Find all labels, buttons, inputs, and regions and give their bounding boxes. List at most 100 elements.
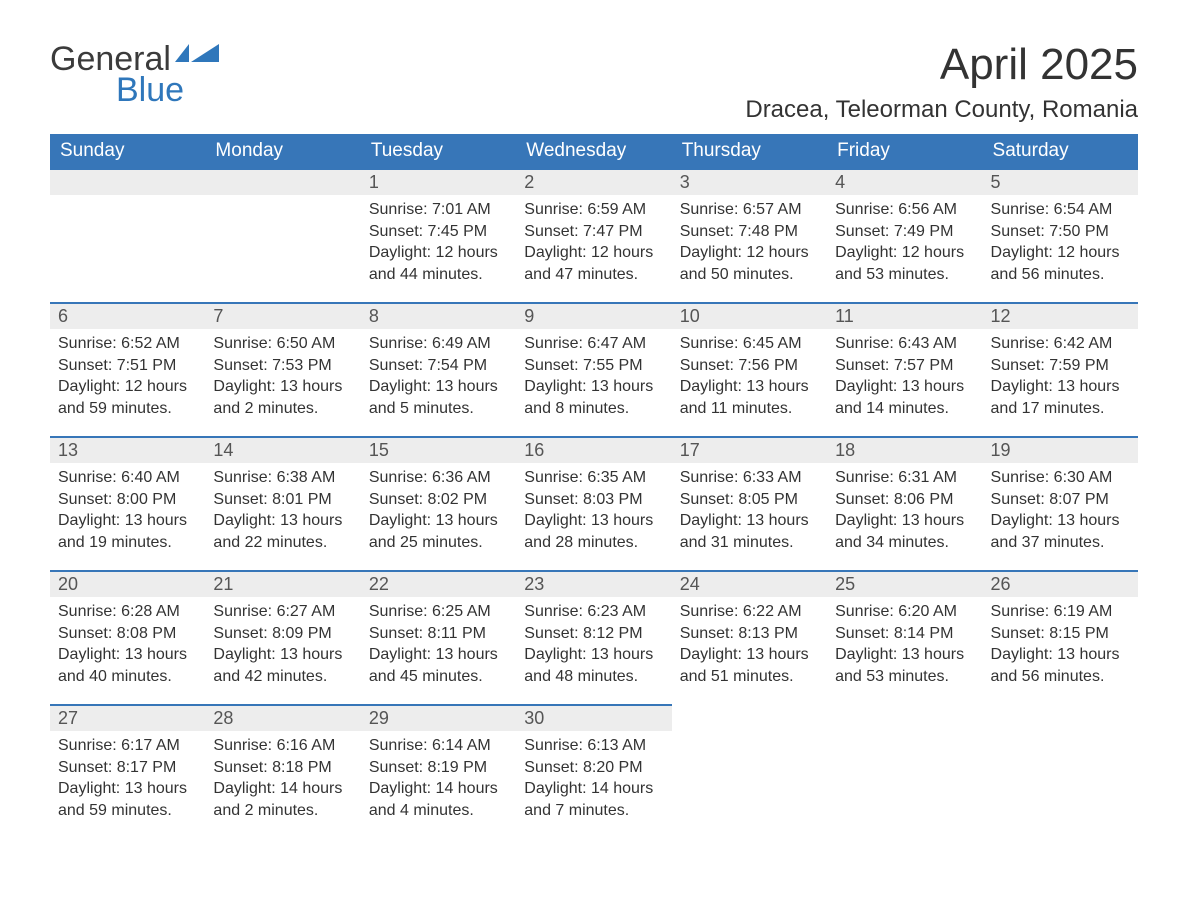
location-subtitle: Dracea, Teleorman County, Romania — [745, 96, 1138, 124]
sunrise-text: Sunrise: 6:14 AM — [369, 735, 508, 757]
sunset-text: Sunset: 8:19 PM — [369, 757, 508, 779]
sunset-text: Sunset: 7:56 PM — [680, 355, 819, 377]
empty-daynum — [205, 169, 360, 195]
content-row: Sunrise: 6:40 AMSunset: 8:00 PMDaylight:… — [50, 463, 1138, 571]
sunset-text: Sunset: 8:07 PM — [991, 489, 1130, 511]
sunset-text: Sunset: 8:02 PM — [369, 489, 508, 511]
daylight2-text: and 40 minutes. — [58, 666, 197, 688]
sunrise-text: Sunrise: 6:30 AM — [991, 467, 1130, 489]
daylight2-text: and 53 minutes. — [835, 264, 974, 286]
sunset-text: Sunset: 8:13 PM — [680, 623, 819, 645]
daynum-row: 27282930 — [50, 705, 1138, 731]
day-cell: Sunrise: 6:50 AMSunset: 7:53 PMDaylight:… — [205, 329, 360, 437]
day-number: 9 — [516, 303, 671, 329]
daylight1-text: Daylight: 12 hours — [524, 242, 663, 264]
day-number: 8 — [361, 303, 516, 329]
day-cell: Sunrise: 6:52 AMSunset: 7:51 PMDaylight:… — [50, 329, 205, 437]
day-number: 24 — [672, 571, 827, 597]
sunrise-text: Sunrise: 6:13 AM — [524, 735, 663, 757]
daylight1-text: Daylight: 13 hours — [369, 510, 508, 532]
daylight2-text: and 45 minutes. — [369, 666, 508, 688]
weekday-header-row: Sunday Monday Tuesday Wednesday Thursday… — [50, 134, 1138, 169]
header-block: General Blue April 2025 Dracea, Teleorma… — [50, 40, 1138, 124]
sunrise-text: Sunrise: 6:25 AM — [369, 601, 508, 623]
daylight1-text: Daylight: 13 hours — [58, 778, 197, 800]
sunset-text: Sunset: 8:14 PM — [835, 623, 974, 645]
logo-word-blue: Blue — [116, 71, 219, 110]
daylight2-text: and 5 minutes. — [369, 398, 508, 420]
sunrise-text: Sunrise: 6:49 AM — [369, 333, 508, 355]
day-cell: Sunrise: 6:49 AMSunset: 7:54 PMDaylight:… — [361, 329, 516, 437]
daylight2-text: and 14 minutes. — [835, 398, 974, 420]
day-number: 12 — [983, 303, 1138, 329]
day-cell: Sunrise: 6:19 AMSunset: 8:15 PMDaylight:… — [983, 597, 1138, 705]
day-cell: Sunrise: 6:25 AMSunset: 8:11 PMDaylight:… — [361, 597, 516, 705]
day-cell: Sunrise: 6:47 AMSunset: 7:55 PMDaylight:… — [516, 329, 671, 437]
day-number: 13 — [50, 437, 205, 463]
day-number: 22 — [361, 571, 516, 597]
sunrise-text: Sunrise: 6:20 AM — [835, 601, 974, 623]
day-number: 16 — [516, 437, 671, 463]
daylight1-text: Daylight: 13 hours — [991, 510, 1130, 532]
sunset-text: Sunset: 8:01 PM — [213, 489, 352, 511]
day-number: 30 — [516, 705, 671, 731]
empty-daynum — [672, 705, 827, 731]
daylight1-text: Daylight: 13 hours — [991, 376, 1130, 398]
day-number: 2 — [516, 169, 671, 195]
sunset-text: Sunset: 7:51 PM — [58, 355, 197, 377]
logo: General Blue — [50, 40, 219, 110]
weekday-header: Friday — [827, 134, 982, 169]
sunset-text: Sunset: 8:15 PM — [991, 623, 1130, 645]
daylight2-text: and 44 minutes. — [369, 264, 508, 286]
daylight1-text: Daylight: 13 hours — [369, 376, 508, 398]
day-number: 21 — [205, 571, 360, 597]
sunrise-text: Sunrise: 6:33 AM — [680, 467, 819, 489]
day-cell: Sunrise: 6:33 AMSunset: 8:05 PMDaylight:… — [672, 463, 827, 571]
empty-daynum — [827, 705, 982, 731]
daylight1-text: Daylight: 13 hours — [213, 510, 352, 532]
sunset-text: Sunset: 7:54 PM — [369, 355, 508, 377]
day-number: 4 — [827, 169, 982, 195]
daynum-row: 13141516171819 — [50, 437, 1138, 463]
daylight2-text: and 4 minutes. — [369, 800, 508, 822]
day-cell: Sunrise: 6:36 AMSunset: 8:02 PMDaylight:… — [361, 463, 516, 571]
daylight1-text: Daylight: 13 hours — [58, 644, 197, 666]
sunset-text: Sunset: 7:47 PM — [524, 221, 663, 243]
sunset-text: Sunset: 8:12 PM — [524, 623, 663, 645]
day-number: 1 — [361, 169, 516, 195]
sunset-text: Sunset: 8:03 PM — [524, 489, 663, 511]
month-title: April 2025 — [745, 40, 1138, 90]
sunrise-text: Sunrise: 6:16 AM — [213, 735, 352, 757]
sunset-text: Sunset: 8:00 PM — [58, 489, 197, 511]
daylight2-text: and 11 minutes. — [680, 398, 819, 420]
daylight2-text: and 53 minutes. — [835, 666, 974, 688]
sunrise-text: Sunrise: 6:31 AM — [835, 467, 974, 489]
sunrise-text: Sunrise: 6:45 AM — [680, 333, 819, 355]
day-number: 7 — [205, 303, 360, 329]
daylight2-text: and 17 minutes. — [991, 398, 1130, 420]
sunset-text: Sunset: 8:06 PM — [835, 489, 974, 511]
daylight2-text: and 34 minutes. — [835, 532, 974, 554]
daylight1-text: Daylight: 13 hours — [835, 510, 974, 532]
empty-cell — [983, 731, 1138, 839]
content-row: Sunrise: 6:17 AMSunset: 8:17 PMDaylight:… — [50, 731, 1138, 839]
sunset-text: Sunset: 7:49 PM — [835, 221, 974, 243]
day-number: 26 — [983, 571, 1138, 597]
sunrise-text: Sunrise: 6:57 AM — [680, 199, 819, 221]
sunset-text: Sunset: 7:53 PM — [213, 355, 352, 377]
daylight2-text: and 25 minutes. — [369, 532, 508, 554]
daylight2-text: and 2 minutes. — [213, 800, 352, 822]
empty-daynum — [50, 169, 205, 195]
daylight2-text: and 28 minutes. — [524, 532, 663, 554]
weekday-header: Tuesday — [361, 134, 516, 169]
day-cell: Sunrise: 6:43 AMSunset: 7:57 PMDaylight:… — [827, 329, 982, 437]
empty-cell — [827, 731, 982, 839]
sunrise-text: Sunrise: 6:54 AM — [991, 199, 1130, 221]
day-cell: Sunrise: 6:14 AMSunset: 8:19 PMDaylight:… — [361, 731, 516, 839]
daynum-row: 12345 — [50, 169, 1138, 195]
day-cell: Sunrise: 6:16 AMSunset: 8:18 PMDaylight:… — [205, 731, 360, 839]
day-number: 15 — [361, 437, 516, 463]
day-cell: Sunrise: 6:35 AMSunset: 8:03 PMDaylight:… — [516, 463, 671, 571]
daylight2-text: and 47 minutes. — [524, 264, 663, 286]
day-cell: Sunrise: 6:30 AMSunset: 8:07 PMDaylight:… — [983, 463, 1138, 571]
